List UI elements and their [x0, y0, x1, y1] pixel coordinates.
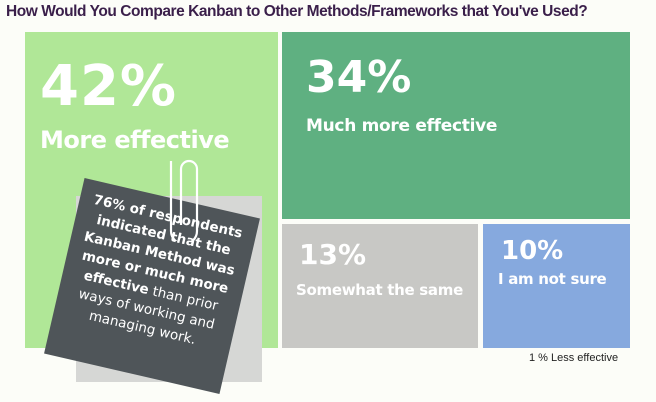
tile-label: More effective	[40, 126, 230, 154]
tile-label: Somewhat the same	[296, 281, 463, 299]
tile-somewhat-the-same: 13% Somewhat the same	[282, 224, 478, 348]
tile-not-sure: 10% I am not sure	[483, 224, 630, 348]
tile-percent: 42%	[40, 54, 178, 119]
chart-title: How Would You Compare Kanban to Other Me…	[6, 3, 588, 20]
tile-percent: 34%	[306, 52, 412, 103]
note-light-text: than prior ways of working and managing …	[76, 282, 220, 348]
tile-label: I am not sure	[498, 270, 607, 288]
tile-much-more-effective: 34% Much more effective	[282, 32, 630, 219]
footnote-less-effective: 1 % Less effective	[529, 352, 619, 364]
paperclip-icon	[169, 159, 199, 241]
tile-percent: 13%	[299, 238, 367, 271]
tile-label: Much more effective	[306, 116, 498, 136]
tile-percent: 10%	[501, 236, 564, 266]
